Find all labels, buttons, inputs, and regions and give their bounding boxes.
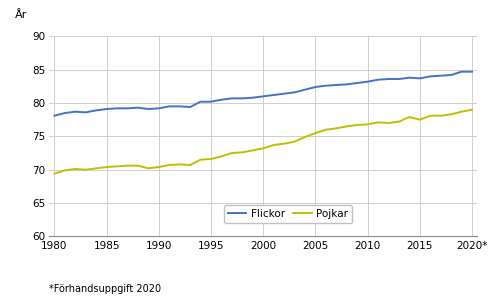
Line: Pojkar: Pojkar: [55, 110, 472, 174]
Flickor: [428, 75, 433, 78]
Pojkar: [302, 135, 308, 139]
Pojkar: [83, 168, 89, 171]
Flickor: [177, 105, 183, 108]
Flickor: [271, 93, 277, 97]
Flickor: [250, 96, 256, 99]
Pojkar: [406, 115, 412, 119]
Pojkar: [72, 167, 78, 171]
Flickor: [156, 107, 162, 110]
Pojkar: [177, 162, 183, 166]
Pojkar: [124, 164, 130, 168]
Pojkar: [218, 155, 224, 158]
Flickor: [334, 83, 339, 87]
Flickor: [302, 88, 308, 92]
Pojkar: [240, 151, 246, 154]
Pojkar: [104, 165, 110, 169]
Flickor: [83, 111, 89, 114]
Pojkar: [93, 167, 99, 170]
Pojkar: [229, 151, 235, 155]
Flickor: [104, 107, 110, 111]
Flickor: [344, 82, 350, 86]
Pojkar: [146, 167, 152, 170]
Flickor: [396, 77, 402, 81]
Pojkar: [250, 148, 256, 152]
Pojkar: [396, 120, 402, 124]
Pojkar: [448, 112, 454, 116]
Legend: Flickor, Pojkar: Flickor, Pojkar: [223, 205, 352, 223]
Pojkar: [260, 147, 266, 150]
Flickor: [406, 76, 412, 79]
Flickor: [208, 100, 214, 104]
Pojkar: [334, 127, 339, 130]
Line: Flickor: Flickor: [55, 72, 472, 116]
Pojkar: [198, 158, 204, 161]
Flickor: [72, 110, 78, 114]
Pojkar: [323, 128, 329, 132]
Flickor: [438, 74, 444, 78]
Flickor: [292, 91, 298, 94]
Flickor: [260, 95, 266, 98]
Flickor: [52, 114, 58, 118]
Flickor: [124, 107, 130, 110]
Flickor: [375, 78, 381, 82]
Pojkar: [417, 118, 423, 122]
Flickor: [114, 107, 120, 110]
Flickor: [146, 107, 152, 111]
Pojkar: [365, 122, 370, 126]
Pojkar: [52, 172, 58, 175]
Pojkar: [156, 165, 162, 169]
Pojkar: [469, 108, 475, 112]
Pojkar: [459, 110, 464, 114]
Pojkar: [312, 131, 318, 135]
Flickor: [386, 77, 392, 81]
Flickor: [198, 100, 204, 104]
Pojkar: [386, 121, 392, 125]
Pojkar: [375, 121, 381, 124]
Pojkar: [114, 165, 120, 168]
Flickor: [365, 80, 370, 84]
Text: År: År: [15, 10, 28, 20]
Flickor: [62, 111, 68, 115]
Flickor: [218, 98, 224, 102]
Pojkar: [135, 164, 141, 168]
Pojkar: [354, 123, 360, 127]
Flickor: [323, 84, 329, 88]
Flickor: [240, 97, 246, 100]
Pojkar: [62, 168, 68, 172]
Pojkar: [438, 114, 444, 118]
Flickor: [281, 92, 287, 95]
Flickor: [166, 105, 172, 108]
Pojkar: [166, 163, 172, 167]
Flickor: [469, 70, 475, 74]
Flickor: [354, 81, 360, 85]
Pojkar: [428, 114, 433, 118]
Pojkar: [281, 142, 287, 145]
Text: *Förhandsuppgift 2020: *Förhandsuppgift 2020: [49, 284, 161, 294]
Flickor: [93, 108, 99, 112]
Flickor: [135, 106, 141, 109]
Flickor: [229, 97, 235, 100]
Flickor: [417, 77, 423, 80]
Pojkar: [344, 125, 350, 128]
Pojkar: [271, 143, 277, 147]
Pojkar: [292, 140, 298, 144]
Flickor: [187, 105, 193, 109]
Pojkar: [208, 157, 214, 161]
Flickor: [448, 73, 454, 77]
Pojkar: [187, 163, 193, 167]
Flickor: [459, 70, 464, 74]
Flickor: [312, 85, 318, 89]
